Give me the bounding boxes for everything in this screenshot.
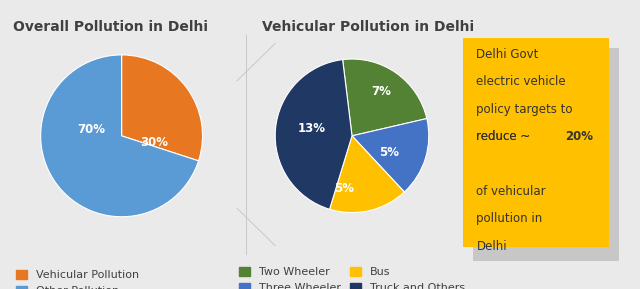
- Text: pollution in: pollution in: [476, 212, 543, 225]
- Text: reduce ~: reduce ~: [476, 130, 531, 143]
- Wedge shape: [275, 60, 352, 209]
- Text: 5%: 5%: [379, 146, 399, 159]
- Text: 70%: 70%: [77, 123, 105, 136]
- Text: of vehicular: of vehicular: [476, 185, 546, 198]
- Text: 7%: 7%: [371, 85, 391, 98]
- Wedge shape: [342, 59, 427, 136]
- Text: 5%: 5%: [334, 181, 355, 194]
- Legend: Two Wheeler, Three Wheeler, Bus, Truck and Others: Two Wheeler, Three Wheeler, Bus, Truck a…: [239, 267, 465, 289]
- Wedge shape: [41, 55, 198, 217]
- Wedge shape: [330, 136, 404, 213]
- Wedge shape: [122, 55, 202, 161]
- Text: policy targets to: policy targets to: [476, 103, 573, 116]
- Text: 30%: 30%: [140, 136, 168, 149]
- Wedge shape: [352, 118, 429, 192]
- FancyBboxPatch shape: [473, 48, 619, 262]
- Text: 20%: 20%: [564, 130, 593, 143]
- Text: 13%: 13%: [298, 122, 326, 135]
- Text: Overall Pollution in Delhi: Overall Pollution in Delhi: [13, 20, 208, 34]
- Text: Delhi: Delhi: [476, 240, 507, 253]
- Text: Vehicular Pollution in Delhi: Vehicular Pollution in Delhi: [262, 20, 474, 34]
- Legend: Vehicular Pollution, Other Pollution: Vehicular Pollution, Other Pollution: [16, 270, 139, 289]
- Text: Delhi Govt: Delhi Govt: [476, 48, 539, 61]
- Text: electric vehicle: electric vehicle: [476, 75, 566, 88]
- FancyBboxPatch shape: [463, 38, 609, 247]
- Text: reduce ~: reduce ~: [476, 130, 531, 143]
